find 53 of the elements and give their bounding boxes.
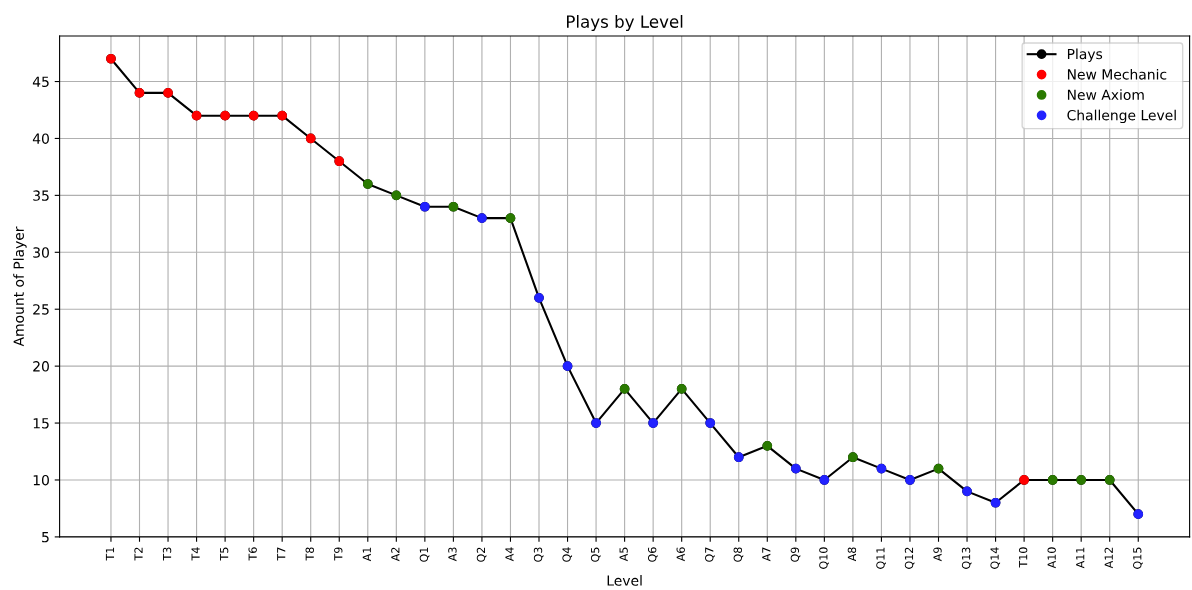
y-tick-label: 25 <box>33 304 49 315</box>
x-tick-label: Q15 <box>1133 547 1143 569</box>
x-tick-label: A6 <box>676 547 685 562</box>
x-tick-label: A8 <box>847 547 857 562</box>
x-tick-label: Q8 <box>733 547 744 562</box>
x-tick-label: A5 <box>619 547 628 562</box>
x-tick-label: A7 <box>762 547 771 562</box>
x-tick-label: T5 <box>220 547 229 561</box>
x-tick-label: T9 <box>334 547 343 561</box>
x-tick-label: T7 <box>277 547 286 561</box>
x-tick-label: Q2 <box>476 547 487 562</box>
x-tick-label: T1 <box>105 547 115 561</box>
x-tick-label: Q1 <box>419 547 430 562</box>
y-tick-label: 30 <box>33 247 49 258</box>
x-tick-label: A2 <box>391 547 400 562</box>
x-tick-label: Q9 <box>790 547 801 562</box>
x-tick-label: A10 <box>1047 547 1056 569</box>
y-tick-label: 10 <box>33 474 49 486</box>
x-tick-label: A4 <box>505 547 514 562</box>
y-tick-label: 5 <box>42 532 49 543</box>
y-tick-label: 45 <box>32 76 49 87</box>
x-tick-label: T6 <box>248 547 257 561</box>
x-tick-label: A3 <box>448 547 457 562</box>
chart-title: Plays by Level <box>567 14 683 32</box>
x-tick-label: Q6 <box>647 547 658 562</box>
x-tick-label: Q11 <box>876 547 886 569</box>
y-axis-title: Amount of Player <box>13 226 27 347</box>
x-tick-label: A12 <box>1104 547 1113 569</box>
x-tick-label: Q10 <box>819 547 829 569</box>
legend-label: New Mechanic <box>1067 68 1167 80</box>
x-tick-label: Q12 <box>904 547 915 569</box>
x-tick-label: T2 <box>134 547 143 561</box>
x-tick-label: T10 <box>1018 547 1028 568</box>
x-tick-label: Q3 <box>533 547 544 562</box>
x-tick-label: T3 <box>162 547 172 561</box>
x-axis-title: Level <box>607 575 642 586</box>
x-tick-label: A1 <box>362 547 371 562</box>
legend-label: New Axiom <box>1067 89 1144 101</box>
x-tick-label: Q7 <box>705 547 715 562</box>
y-tick-label: 35 <box>33 190 49 201</box>
x-tick-label: A11 <box>1076 547 1085 569</box>
x-tick-label: A9 <box>933 547 942 562</box>
y-tick-label: 40 <box>32 133 49 144</box>
x-tick-label: Q5 <box>590 547 601 562</box>
x-tick-label: Q14 <box>990 547 1001 569</box>
x-tick-label: Q4 <box>562 547 573 562</box>
y-tick-label: 20 <box>33 361 49 372</box>
x-tick-label: Q13 <box>961 547 972 569</box>
legend-label: Plays <box>1067 48 1103 62</box>
legend-label: Challenge Level <box>1067 109 1176 124</box>
x-tick-label: T4 <box>191 547 200 561</box>
x-tick-label: T8 <box>305 547 314 561</box>
y-tick-label: 15 <box>33 418 49 429</box>
